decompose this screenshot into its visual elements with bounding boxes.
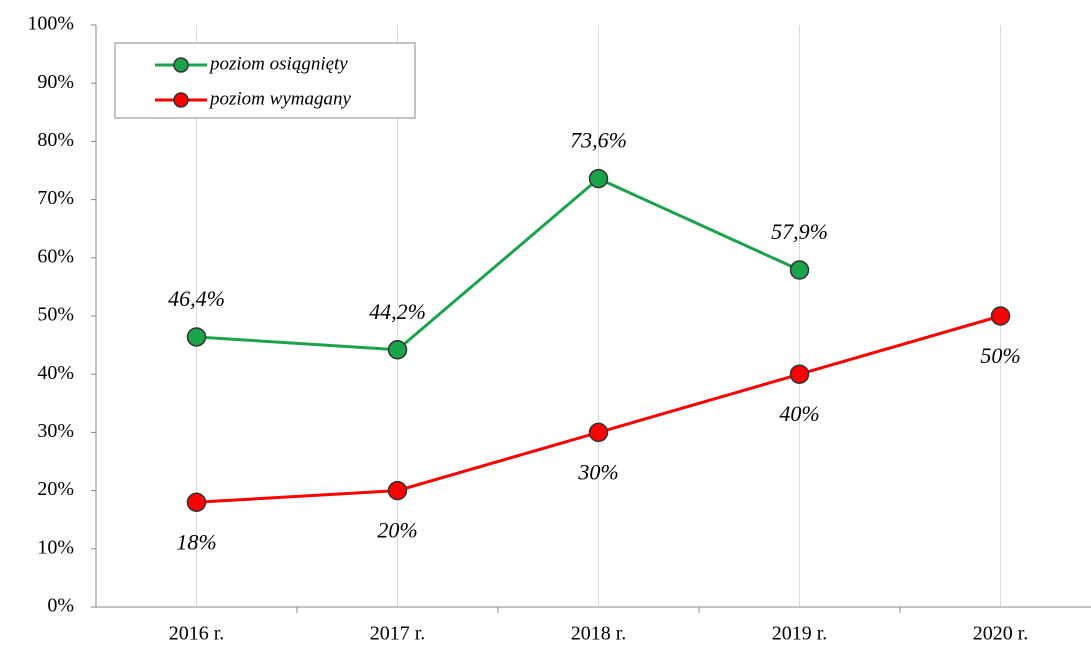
data-point — [186, 327, 207, 347]
y-tick-label: 20% — [37, 478, 74, 500]
y-tick-label: 30% — [37, 420, 74, 442]
data-point — [387, 340, 408, 360]
x-tick-label: 2020 r. — [973, 623, 1029, 645]
data-label: 20% — [377, 518, 417, 543]
x-tick-label: 2016 r. — [169, 623, 225, 645]
y-tick-label: 90% — [37, 71, 74, 93]
y-tick-label: 40% — [37, 362, 74, 384]
data-point — [588, 422, 609, 443]
legend-label: poziom osiągnięty — [208, 53, 348, 74]
data-label: 44,2% — [369, 299, 426, 324]
y-tick-label: 50% — [37, 304, 74, 326]
data-label: 57,9% — [771, 219, 828, 244]
data-label: 18% — [176, 529, 216, 554]
y-tick-label: 60% — [37, 245, 74, 267]
series-line — [196, 176, 801, 352]
y-tick-label: 100% — [27, 13, 74, 35]
y-tick-label: 70% — [37, 187, 74, 209]
legend-marker — [173, 92, 189, 108]
data-point — [990, 306, 1011, 326]
legend-box — [114, 42, 416, 119]
x-tick-label: 2017 r. — [370, 623, 426, 645]
data-label: 73,6% — [570, 128, 627, 153]
y-tick-label: 10% — [37, 536, 74, 558]
data-point — [789, 364, 810, 384]
data-label: 30% — [577, 459, 618, 484]
x-tick-label: 2018 r. — [571, 623, 627, 645]
legend-label: poziom wymagany — [208, 88, 351, 109]
data-label: 40% — [779, 401, 819, 426]
legend-marker — [173, 57, 189, 73]
data-point — [186, 492, 207, 512]
y-tick-label: 80% — [37, 129, 74, 151]
data-point — [789, 260, 810, 280]
data-point — [588, 168, 609, 189]
x-tick-label: 2019 r. — [772, 623, 828, 645]
data-label: 46,4% — [168, 286, 225, 311]
y-tick-label: 0% — [47, 595, 74, 617]
data-label: 50% — [980, 343, 1020, 368]
data-point — [387, 480, 408, 501]
